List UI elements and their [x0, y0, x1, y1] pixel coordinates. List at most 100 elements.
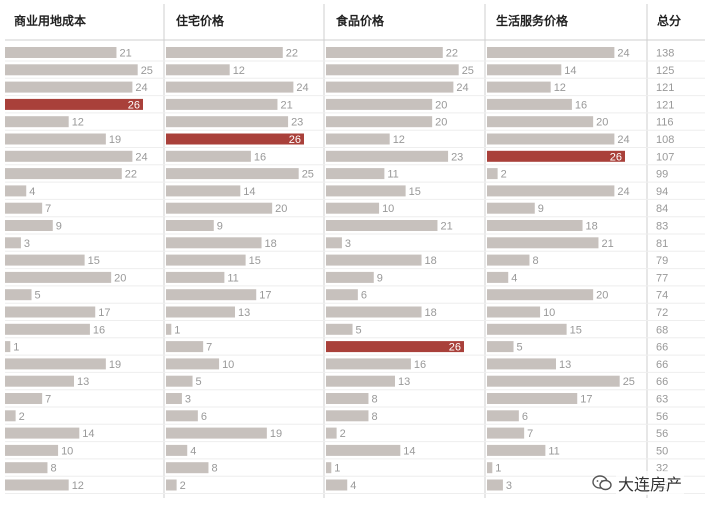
bar	[5, 358, 106, 370]
bar	[5, 410, 16, 422]
bar-value-label: 25	[462, 65, 474, 77]
bar	[5, 323, 90, 335]
bar	[5, 479, 69, 491]
bar-value-label: 12	[72, 117, 84, 129]
bar	[166, 427, 267, 439]
bar	[487, 237, 599, 249]
bar-value-label: 12	[233, 65, 245, 77]
bar	[326, 271, 374, 283]
header-row: 商业用地成本 住宅价格 食品价格 生活服务价格 总分	[0, 0, 708, 40]
bar-value-label: 13	[77, 376, 89, 388]
bar-value-label: 7	[45, 394, 51, 406]
total-score-label: 84	[656, 203, 668, 215]
bar-value-label: 19	[270, 428, 282, 440]
bar	[5, 64, 138, 76]
bar-value-label: 3	[506, 480, 512, 492]
bar	[487, 323, 567, 335]
bar	[487, 393, 578, 404]
bar-value-label: 21	[440, 221, 452, 233]
bar-value-label: 4	[350, 480, 356, 492]
bar	[326, 410, 369, 422]
bar-value-label: 2	[180, 480, 186, 492]
bar	[326, 185, 406, 197]
bar	[487, 64, 562, 76]
bar	[487, 358, 556, 370]
bar-value-label: 14	[243, 186, 255, 198]
bar-value-label: 20	[596, 117, 608, 129]
bar-value-label: 9	[377, 272, 383, 284]
bar-value-label: 22	[286, 48, 298, 60]
bar	[166, 116, 289, 128]
bar-value-label: 4	[190, 445, 196, 457]
bar	[326, 81, 454, 93]
bar-value-label: 25	[141, 65, 153, 77]
watermark-text: 大连房产	[616, 471, 685, 495]
bar-value-label: 8	[211, 463, 217, 475]
bar	[487, 98, 572, 110]
total-score-label: 63	[656, 394, 668, 406]
total-score-label: 116	[656, 117, 674, 129]
bar-value-label: 18	[425, 255, 437, 267]
bar-value-label: 2	[19, 411, 25, 423]
bar	[326, 306, 422, 318]
bar	[487, 289, 594, 301]
total-score-label: 72	[656, 307, 668, 319]
bar-value-label: 19	[109, 134, 121, 146]
bar-value-label: 10	[61, 445, 73, 457]
bar-value-label: 13	[398, 376, 410, 388]
bar	[5, 116, 69, 128]
bar	[5, 375, 74, 387]
bar-value-label: 5	[517, 342, 523, 354]
bar	[5, 254, 85, 266]
bar	[326, 323, 353, 335]
bar-value-label: 18	[265, 238, 277, 250]
bar	[487, 479, 503, 491]
total-score-label: 68	[656, 324, 668, 336]
bar-value-label: 19	[109, 359, 121, 371]
total-score-label: 66	[656, 359, 668, 371]
bar	[487, 116, 594, 128]
bar-value-label: 24	[617, 134, 629, 146]
bar-value-label: 25	[302, 169, 314, 181]
bar-value-label: 5	[35, 290, 41, 302]
bar	[487, 168, 498, 180]
bar-value-label: 9	[56, 221, 62, 233]
total-score-label: 74	[656, 290, 668, 302]
bar	[5, 81, 133, 93]
bar	[166, 47, 283, 58]
bar	[166, 444, 188, 456]
bar-value-label: 24	[296, 82, 308, 94]
bar-value-label: 3	[345, 238, 351, 250]
bar-value-label: 20	[114, 272, 126, 284]
bar	[166, 410, 198, 422]
bar	[166, 479, 177, 491]
bar	[166, 289, 257, 301]
bar-value-label: 3	[24, 238, 30, 250]
bar-value-label: 6	[522, 411, 528, 423]
bar-value-label: 14	[564, 65, 576, 77]
bar	[166, 185, 241, 197]
bar	[326, 427, 337, 439]
bar-value-label: 18	[586, 221, 598, 233]
bar-value-label: 12	[72, 480, 84, 492]
bar-value-label: 17	[580, 394, 592, 406]
total-score-label: 125	[656, 65, 674, 77]
bar-value-label: 21	[601, 238, 613, 250]
bar-value-label: 21	[280, 99, 292, 111]
total-score-label: 121	[656, 82, 674, 94]
total-score-label: 121	[656, 99, 674, 111]
bar-value-label: 11	[387, 169, 398, 181]
bar-value-label: 24	[617, 186, 629, 198]
bar-value-label: 2	[501, 169, 507, 181]
bar	[166, 81, 294, 93]
bar	[166, 358, 220, 370]
bar	[166, 462, 209, 474]
total-score-label: 138	[656, 48, 674, 60]
bar	[166, 323, 172, 335]
watermark: 大连房产	[592, 470, 706, 496]
bar-value-label: 6	[201, 411, 207, 423]
bar-value-label: 22	[446, 48, 458, 60]
bar-value-label: 18	[425, 307, 437, 319]
bar-value-label: 13	[238, 307, 250, 319]
bar	[487, 427, 525, 439]
